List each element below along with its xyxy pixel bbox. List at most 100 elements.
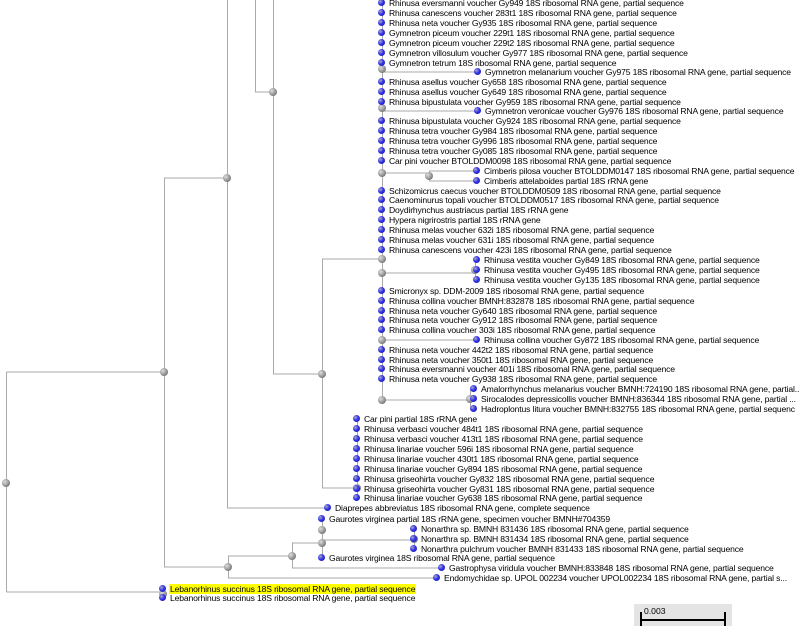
leaf-label[interactable]: Gymnetron villosulum voucher Gy977 18S r…: [389, 48, 688, 58]
leaf-label[interactable]: Rhinusa canescens voucher 283t1 18S ribo…: [389, 8, 677, 18]
leaf-node-icon[interactable]: [378, 216, 385, 223]
leaf-label[interactable]: Cimberis attelaboides partial 18S rRNA g…: [484, 176, 649, 186]
leaf-label[interactable]: Rhinusa eversmanni voucher Gy949 18S rib…: [389, 0, 684, 8]
leaf-node-icon[interactable]: [378, 287, 385, 294]
leaf-node-icon[interactable]: [378, 98, 385, 105]
leaf-node-icon[interactable]: [473, 276, 480, 283]
leaf-node-icon[interactable]: [378, 19, 385, 26]
leaf-node-icon[interactable]: [378, 297, 385, 304]
leaf-label[interactable]: Rhinusa vestita voucher Gy135 18S riboso…: [484, 275, 760, 285]
leaf-label[interactable]: Gymnetron piceum voucher 229t1 18S ribos…: [389, 28, 675, 38]
internal-node-icon[interactable]: [224, 563, 232, 571]
leaf-node-icon[interactable]: [353, 485, 360, 492]
leaf-label[interactable]: Rhinusa vestita voucher Gy849 18S riboso…: [484, 255, 760, 265]
internal-node-icon[interactable]: [288, 552, 296, 560]
leaf-label[interactable]: Endomychidae sp. UPOL 002234 voucher UPO…: [444, 573, 787, 583]
leaf-label[interactable]: Rhinusa tetra voucher Gy984 18S ribosoma…: [389, 126, 658, 136]
leaf-node-icon[interactable]: [378, 346, 385, 353]
leaf-label[interactable]: Rhinusa eversmanni voucher 401i 18S ribo…: [389, 364, 675, 374]
leaf-label[interactable]: Rhinusa neta voucher Gy938 18S ribosomal…: [389, 374, 657, 384]
leaf-node-icon[interactable]: [324, 504, 331, 511]
leaf-node-icon[interactable]: [470, 395, 477, 402]
leaf-node-icon[interactable]: [473, 266, 480, 273]
internal-node-icon[interactable]: [269, 88, 277, 96]
leaf-label[interactable]: Rhinusa griseohirta voucher Gy832 18S ri…: [364, 474, 655, 484]
leaf-label[interactable]: Gymnetron veronicae voucher Gy976 18S ri…: [485, 106, 784, 116]
leaf-node-icon[interactable]: [353, 445, 360, 452]
leaf-node-icon[interactable]: [159, 594, 166, 601]
internal-node-icon[interactable]: [378, 396, 386, 404]
leaf-label[interactable]: Lebanorhinus succinus 18S ribosomal RNA …: [169, 584, 417, 594]
leaf-label[interactable]: Nonarthra pulchrum voucher BMNH 831433 1…: [421, 544, 744, 554]
internal-node-icon[interactable]: [378, 169, 386, 177]
leaf-label[interactable]: Caenominurus topali voucher BTOLDDM0517 …: [389, 195, 719, 205]
leaf-node-icon[interactable]: [378, 326, 385, 333]
leaf-node-icon[interactable]: [159, 585, 166, 592]
leaf-label[interactable]: Rhinusa neta voucher Gy912 18S ribosomal…: [389, 315, 657, 325]
leaf-node-icon[interactable]: [378, 147, 385, 154]
leaf-node-icon[interactable]: [378, 316, 385, 323]
leaf-node-icon[interactable]: [353, 415, 360, 422]
leaf-label[interactable]: Gaurotes virginea 18S ribosomal RNA gene…: [329, 553, 555, 563]
leaf-label[interactable]: Rhinusa melas voucher 631i 18S ribosomal…: [389, 235, 655, 245]
leaf-label[interactable]: Amalorrhynchus melanarius voucher BMNH:7…: [481, 384, 800, 394]
leaf-node-icon[interactable]: [378, 236, 385, 243]
internal-node-icon[interactable]: [378, 255, 386, 263]
internal-node-icon[interactable]: [318, 370, 326, 378]
leaf-node-icon[interactable]: [378, 9, 385, 16]
leaf-label[interactable]: Rhinusa bipustulata voucher Gy959 18S ri…: [389, 97, 681, 107]
leaf-label[interactable]: Rhinusa collina voucher 303i 18S ribosom…: [389, 325, 656, 335]
leaf-node-icon[interactable]: [378, 206, 385, 213]
leaf-label[interactable]: Nonarthra sp. BMNH 831436 18S ribosomal …: [421, 524, 689, 534]
leaf-label[interactable]: Lebanorhinus succinus 18S ribosomal RNA …: [170, 593, 416, 603]
leaf-label[interactable]: Rhinusa asellus voucher Gy658 18S riboso…: [389, 77, 667, 87]
leaf-label[interactable]: Rhinusa asellus voucher Gy649 18S riboso…: [389, 87, 667, 97]
internal-node-icon[interactable]: [378, 336, 386, 344]
leaf-label[interactable]: Gymnetron piceum voucher 229t2 18S ribos…: [389, 38, 675, 48]
leaf-label[interactable]: Diaprepes abbreviatus 18S ribosomal RNA …: [335, 503, 590, 513]
leaf-label[interactable]: Gastrophysa viridula voucher BMNH:833848…: [449, 563, 774, 573]
leaf-label[interactable]: Rhinusa verbasci voucher 413t1 18S ribos…: [364, 434, 643, 444]
internal-node-icon[interactable]: [425, 172, 433, 180]
leaf-node-icon[interactable]: [353, 465, 360, 472]
internal-node-icon[interactable]: [318, 526, 326, 534]
leaf-label[interactable]: Rhinusa tetra voucher Gy996 18S ribosoma…: [389, 136, 658, 146]
internal-node-icon[interactable]: [160, 368, 168, 376]
leaf-node-icon[interactable]: [378, 375, 385, 382]
leaf-node-icon[interactable]: [473, 336, 480, 343]
leaf-node-icon[interactable]: [433, 574, 440, 581]
leaf-label[interactable]: Rhinusa neta voucher 350t1 18S ribosomal…: [389, 355, 654, 365]
leaf-node-icon[interactable]: [378, 88, 385, 95]
leaf-label[interactable]: Cimberis pilosa voucher BTOLDDM0147 18S …: [484, 166, 795, 176]
internal-node-icon[interactable]: [318, 539, 326, 547]
internal-node-icon[interactable]: [378, 104, 386, 112]
leaf-label[interactable]: Car pini voucher BTOLDDM0098 18S ribosom…: [389, 156, 672, 166]
leaf-node-icon[interactable]: [473, 256, 480, 263]
leaf-node-icon[interactable]: [378, 39, 385, 46]
leaf-label[interactable]: Smicronyx sp. DDM-2009 18S ribosomal RNA…: [389, 286, 645, 296]
leaf-label[interactable]: Rhinusa linariae voucher 430t1 18S ribos…: [364, 454, 639, 464]
leaf-node-icon[interactable]: [318, 554, 325, 561]
leaf-node-icon[interactable]: [474, 68, 481, 75]
leaf-label[interactable]: Gaurotes virginea partial 18S rRNA gene,…: [329, 514, 611, 524]
leaf-node-icon[interactable]: [378, 0, 385, 6]
leaf-node-icon[interactable]: [318, 515, 325, 522]
leaf-label[interactable]: Rhinusa bipustulata voucher Gy924 18S ri…: [389, 116, 681, 126]
leaf-node-icon[interactable]: [474, 107, 481, 114]
leaf-node-icon[interactable]: [378, 356, 385, 363]
leaf-label[interactable]: Rhinusa tetra voucher Gy085 18S ribosoma…: [389, 146, 658, 156]
leaf-label[interactable]: Rhinusa linariae voucher 596i 18S riboso…: [364, 444, 634, 454]
leaf-node-icon[interactable]: [470, 385, 477, 392]
leaf-node-icon[interactable]: [378, 59, 385, 66]
leaf-node-icon[interactable]: [378, 365, 385, 372]
leaf-label[interactable]: Schizomicrus caecus voucher BTOLDDM0509 …: [389, 186, 721, 196]
leaf-label[interactable]: Doydirhynchus austriacus partial 18S rRN…: [389, 205, 569, 215]
leaf-label[interactable]: Rhinusa linariae voucher Gy638 18S ribos…: [364, 493, 643, 503]
leaf-node-icon[interactable]: [353, 494, 360, 501]
leaf-label[interactable]: Gymnetron melanarium voucher Gy975 18S r…: [485, 67, 791, 77]
leaf-label[interactable]: Rhinusa neta voucher Gy935 18S ribosomal…: [389, 18, 657, 28]
leaf-label[interactable]: Rhinusa vestita voucher Gy495 18S riboso…: [484, 265, 760, 275]
leaf-label[interactable]: Rhinusa collina voucher BMNH:832878 18S …: [389, 296, 695, 306]
leaf-node-icon[interactable]: [378, 187, 385, 194]
